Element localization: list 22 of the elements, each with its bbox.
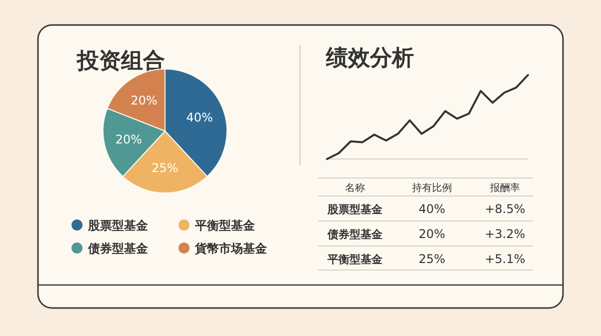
legend-label: 股票型基金	[87, 218, 149, 232]
text: 持有比例	[412, 182, 452, 194]
text: 平衡型基金	[326, 253, 384, 266]
text: +8.5%	[484, 202, 526, 216]
text: 25%	[418, 252, 446, 266]
text: 债券型基金	[326, 228, 384, 241]
chart-title: 投资组合	[76, 49, 165, 74]
data-label: 40%	[186, 110, 213, 124]
text: 40%	[418, 202, 446, 216]
chart-title: 绩效分析	[325, 46, 414, 71]
data-label: 25%	[152, 161, 178, 176]
text: 股票型基金	[326, 203, 384, 216]
text: +5.1%	[484, 252, 526, 266]
text: +3.2%	[484, 227, 526, 241]
legend-label: 债券型基金	[87, 242, 149, 256]
legend-label: 貨幣市场基金	[194, 242, 268, 256]
text: 20%	[418, 227, 446, 241]
text: 名称	[345, 182, 365, 194]
text: 报酬率	[489, 182, 520, 194]
data-label: 20%	[115, 132, 142, 146]
data-label: 20%	[130, 93, 158, 108]
legend-label: 平衡型基金	[194, 218, 256, 232]
